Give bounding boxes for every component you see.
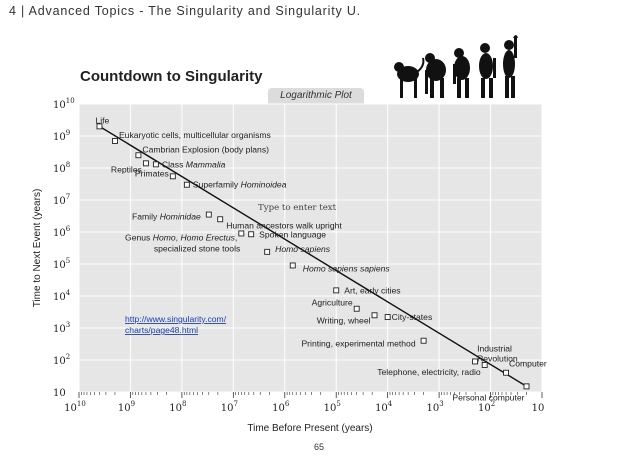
data-point [384,314,391,320]
data-point [135,152,142,159]
data-point [353,305,360,312]
annotation-label: Superfamily Hominoidea [193,180,287,190]
annotation-label: Agriculture [312,298,353,308]
source-link-line-1[interactable]: http://www.singularity.com/ [125,314,227,324]
x-tick-label: 1010 [64,400,86,414]
annotation-label: Art, early cities [344,285,400,295]
data-point [523,383,530,390]
annotation-label: Personal computer [452,392,524,402]
y-tick-label: 102 [53,353,70,367]
data-point [420,337,427,344]
plot-area [79,104,542,392]
y-tick-label: 108 [53,161,70,175]
page-header: 4 | Advanced Topics - The Singularity an… [9,4,361,18]
annotation-label: Family Hominidae [132,212,201,222]
annotation-label: Spoken language [259,229,326,239]
page-number: 65 [313,442,324,452]
annotation-label: Reptiles [111,164,142,174]
data-point [371,312,378,319]
data-point [289,262,296,269]
y-tick-label: 10 [53,388,66,399]
x-tick-label: 106 [272,400,290,414]
x-tick-label: 105 [324,400,341,414]
annotation-label: Cambrian Explosion (body plans) [142,144,269,154]
data-point [112,138,118,144]
x-tick-label: 10 [532,403,545,414]
annotation-label: Primates [135,168,169,178]
data-point [248,231,255,238]
data-point [217,216,224,223]
source-link-line-2[interactable]: charts/page48.html [125,325,198,335]
data-point [169,173,176,180]
annotation-label: specialized stone tools [154,243,240,253]
data-point [183,181,190,188]
data-point [96,123,103,130]
annotation-label: Eukaryotic cells, multicellular organism… [119,130,271,140]
annotation-label: Life [95,115,109,125]
y-tick-label: 109 [53,129,70,143]
annotation-label: Revolution [477,353,518,363]
x-tick-label: 108 [169,400,186,414]
annotation-label: Printing, experimental method [301,339,415,349]
annotation-label: Telephone, electricity, radio [377,367,481,377]
trend-line [99,125,527,387]
data-point [152,161,159,168]
x-tick-label: 109 [118,400,135,414]
y-tick-label: 105 [53,257,70,271]
y-tick-label: 103 [53,321,70,335]
annotation-label: Genus Homo, Homo Erectus, [125,232,237,242]
y-axis-label: Time to Next Event (years) [32,189,43,308]
chart-title: Countdown to Singularity [80,68,263,85]
evolution-of-man-illustration [394,35,518,98]
x-tick-label: 103 [427,400,444,414]
data-point [472,358,479,365]
annotation-label: Human ancestors walk upright [226,220,342,230]
data-point [205,211,212,218]
y-tick-label: 107 [53,193,70,207]
data-point [333,287,340,294]
data-point [238,230,245,237]
y-tick-label: 104 [53,289,71,303]
data-point [481,362,488,368]
annotation-label: Homo sapiens [275,244,331,254]
data-point [142,160,149,167]
x-tick-label: 107 [221,400,238,414]
annotation-label: Class Mammalia [162,159,226,169]
data-point [503,369,509,376]
y-tick-label: 106 [53,225,71,239]
y-tick-label: 1010 [53,97,75,111]
chart-subtitle-tab: Logarithmic Plot [268,88,364,104]
annotation-label: City-states [392,312,433,322]
x-axis-label: Time Before Present (years) [247,423,372,434]
data-point [264,248,271,255]
annotation-label: Writing, wheel [317,315,371,325]
x-tick-label: 104 [375,400,393,414]
x-tick-label: 102 [478,400,495,414]
annotation-label: Industrial [477,343,512,353]
text-placeholder[interactable]: Type to enter text [258,203,337,213]
annotation-label: Computer [509,359,547,369]
annotation-label: Homo sapiens sapiens [303,263,391,273]
